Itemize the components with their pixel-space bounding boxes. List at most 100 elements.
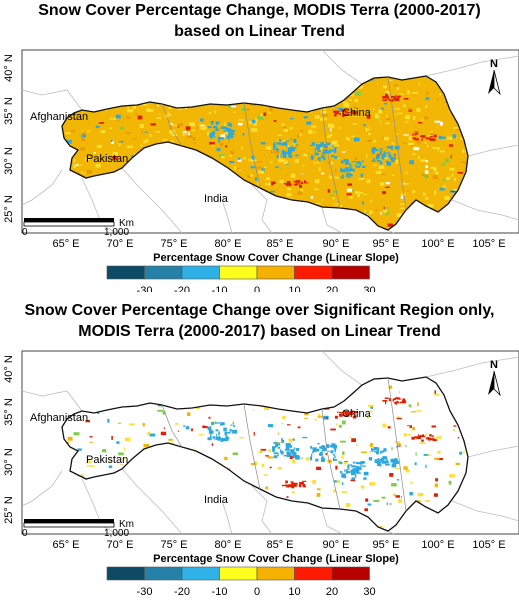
- decrease-patch: [278, 139, 282, 142]
- trend-speckle: [391, 483, 397, 487]
- trend-speckle: [281, 484, 286, 487]
- trend-speckle: [203, 443, 209, 447]
- trend-speckle: [254, 485, 260, 488]
- decrease-patch: [351, 465, 357, 468]
- trend-speckle: [345, 503, 351, 507]
- trend-speckle: [293, 143, 295, 145]
- decrease-patch: [309, 456, 313, 461]
- trend-speckle: [307, 472, 312, 474]
- trend-speckle: [365, 498, 369, 502]
- trend-speckle: [412, 161, 414, 164]
- decrease-patch: [222, 422, 225, 425]
- trend-speckle: [143, 140, 147, 144]
- decrease-patch: [319, 452, 323, 456]
- trend-speckle: [190, 129, 195, 131]
- legend-tick-label: 30: [363, 285, 375, 292]
- trend-speckle: [407, 452, 413, 454]
- increase-patch: [387, 95, 389, 98]
- trend-speckle: [174, 427, 178, 432]
- trend-speckle: [292, 459, 296, 464]
- trend-speckle: [415, 452, 417, 456]
- trend-speckle: [394, 84, 398, 87]
- trend-speckle: [321, 469, 326, 472]
- increase-patch: [429, 434, 432, 437]
- trend-speckle: [354, 163, 359, 166]
- trend-speckle: [396, 213, 402, 217]
- increase-patch: [429, 136, 433, 138]
- trend-speckle: [156, 117, 162, 119]
- trend-speckle: [168, 438, 173, 441]
- trend-speckle: [231, 105, 237, 108]
- legend-swatch: [106, 566, 145, 581]
- increase-patch: [296, 183, 301, 185]
- country-border: [451, 500, 519, 522]
- decrease-patch: [214, 436, 216, 440]
- label-afghanistan: Afghanistan: [30, 111, 88, 123]
- trend-speckle: [408, 404, 412, 408]
- trend-speckle: [455, 128, 459, 131]
- trend-speckle: [389, 406, 391, 410]
- decrease-patch: [340, 176, 342, 179]
- trend-speckle: [240, 424, 242, 426]
- trend-speckle: [347, 183, 352, 186]
- trend-speckle: [335, 157, 341, 159]
- trend-speckle: [368, 126, 370, 131]
- trend-speckle: [256, 161, 262, 163]
- decrease-patch: [320, 459, 323, 462]
- decrease-patch: [211, 422, 215, 425]
- decrease-patch: [282, 154, 287, 158]
- trend-speckle: [128, 423, 135, 426]
- increase-patch: [422, 136, 426, 138]
- increase-patch: [415, 138, 419, 141]
- trend-speckle: [362, 194, 367, 196]
- trend-speckle: [239, 169, 241, 171]
- trend-speckle: [209, 142, 215, 145]
- trend-speckle: [247, 175, 251, 179]
- trend-speckle: [396, 87, 400, 90]
- increase-patch: [302, 480, 307, 482]
- trend-speckle: [418, 82, 420, 86]
- decrease-patch: [326, 142, 331, 146]
- trend-speckle: [303, 116, 308, 119]
- decrease-patch: [347, 163, 351, 165]
- trend-speckle: [278, 154, 281, 159]
- decrease-patch: [331, 155, 335, 158]
- trend-speckle: [408, 142, 414, 145]
- trend-speckle: [328, 455, 333, 459]
- decrease-patch: [352, 468, 355, 473]
- decrease-patch: [285, 446, 290, 450]
- trend-speckle: [283, 129, 289, 132]
- trend-speckle: [232, 452, 238, 455]
- trend-speckle: [421, 118, 423, 122]
- trend-speckle: [184, 439, 188, 442]
- decrease-patch: [229, 428, 232, 432]
- trend-speckle: [237, 158, 242, 162]
- increase-patch: [337, 411, 339, 413]
- trend-speckle: [352, 123, 358, 125]
- trend-speckle: [417, 402, 419, 406]
- trend-speckle: [306, 488, 308, 491]
- trend-speckle: [300, 457, 303, 459]
- increase-patch: [433, 134, 437, 138]
- trend-speckle: [367, 503, 372, 506]
- increase-patch: [348, 414, 350, 417]
- trend-speckle: [175, 422, 179, 425]
- trend-speckle: [419, 442, 425, 445]
- trend-speckle: [338, 460, 341, 464]
- trend-speckle: [273, 120, 277, 122]
- trend-speckle: [65, 132, 71, 135]
- country-border: [21, 169, 63, 206]
- trend-speckle: [338, 154, 341, 158]
- trend-speckle: [424, 142, 427, 144]
- trend-speckle: [97, 435, 101, 438]
- trend-speckle: [258, 170, 264, 174]
- legend-swatch: [256, 566, 295, 581]
- trend-speckle: [138, 234, 142, 235]
- label-afghanistan: Afghanistan: [30, 412, 88, 424]
- trend-speckle: [234, 166, 236, 171]
- trend-speckle: [263, 474, 268, 476]
- trend-speckle: [342, 451, 345, 455]
- trend-speckle: [211, 443, 214, 446]
- trend-speckle: [135, 437, 138, 442]
- trend-speckle: [351, 135, 355, 137]
